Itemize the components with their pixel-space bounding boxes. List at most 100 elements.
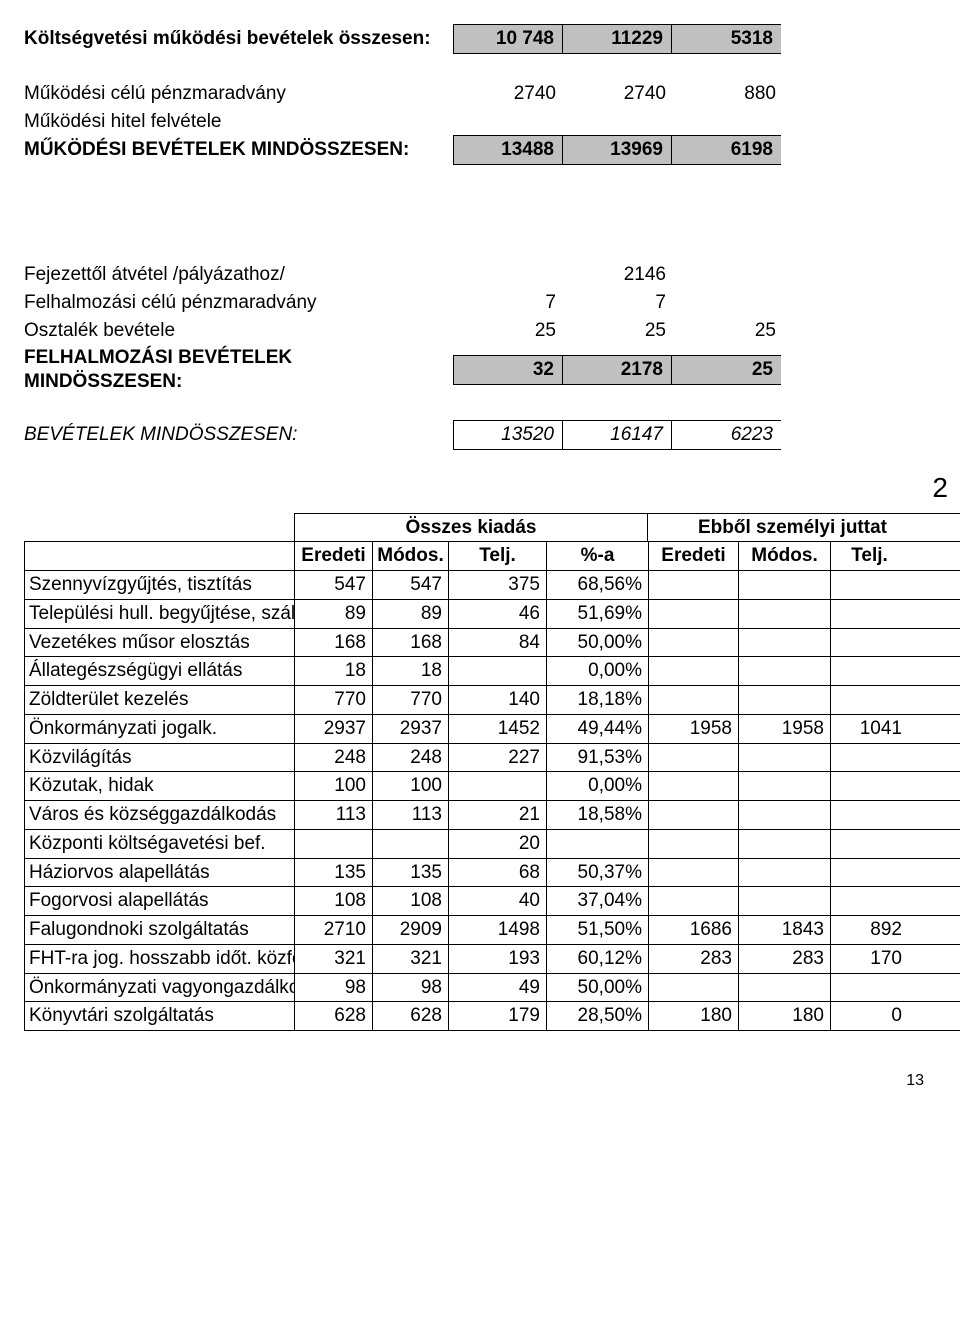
value-cell [648, 744, 738, 772]
value-cell: 2178 [562, 355, 672, 385]
value-cell [648, 887, 738, 915]
table-row: Közvilágítás24824822791,53% [24, 744, 960, 773]
value-cell [648, 772, 738, 800]
row-label: FELHALMOZÁSI BEVÉTELEK MINDÖSSZESEN: [24, 344, 454, 396]
value-cell: 100 [294, 772, 372, 800]
value-cell: 21 [448, 801, 546, 829]
row-label: Költségvetési működési bevételek összese… [24, 25, 454, 53]
table-row: Állategészségügyi ellátás18180,00% [24, 657, 960, 686]
value-cell: 892 [830, 916, 908, 944]
value-cell: 135 [372, 859, 448, 887]
value-cell: 13969 [562, 135, 672, 165]
value-cell [648, 657, 738, 685]
value-cell [674, 54, 784, 80]
value-cell [454, 108, 564, 134]
value-cell [830, 772, 908, 800]
value-cell: 2710 [294, 916, 372, 944]
table-row: FHT-ra jog. hosszabb időt. közfogl.32132… [24, 945, 960, 974]
tbl2-body: Szennyvízgyűjtés, tisztítás54754737568,5… [24, 571, 960, 1031]
value-cell: 28,50% [546, 1002, 648, 1030]
value-cell: 49,44% [546, 715, 648, 743]
value-cell: 628 [294, 1002, 372, 1030]
value-cell: 2740 [454, 80, 564, 108]
value-cell: 170 [830, 945, 908, 973]
value-cell: 37,04% [546, 887, 648, 915]
value-cell: 60,12% [546, 945, 648, 973]
value-cell: 193 [448, 945, 546, 973]
value-cell: 32 [453, 355, 563, 385]
value-cell: 321 [372, 945, 448, 973]
value-cell: 2146 [564, 261, 674, 289]
value-cell [830, 859, 908, 887]
spacer [24, 396, 960, 420]
value-cell [830, 686, 908, 714]
table-row: Önkormányzati jogalk.29372937145249,44%1… [24, 715, 960, 744]
table-row: Háziorvos alapellátás1351356850,37% [24, 859, 960, 888]
value-cell [564, 108, 674, 134]
row-label: FHT-ra jog. hosszabb időt. közfogl. [24, 945, 294, 973]
summary-row: MŰKÖDÉSI BEVÉTELEK MINDÖSSZESEN:13488139… [24, 135, 960, 165]
value-cell: 16147 [562, 420, 672, 450]
row-label: Háziorvos alapellátás [24, 859, 294, 887]
spacer [24, 213, 960, 261]
row-label: Közutak, hidak [24, 772, 294, 800]
table-row: Könyvtári szolgáltatás62862817928,50%180… [24, 1002, 960, 1031]
table-row: Város és községgazdálkodás1131132118,58% [24, 801, 960, 830]
value-cell: 113 [294, 801, 372, 829]
row-label: Zöldterület kezelés [24, 686, 294, 714]
value-cell [674, 290, 784, 316]
value-cell: 50,00% [546, 629, 648, 657]
summary-row: FELHALMOZÁSI BEVÉTELEK MINDÖSSZESEN:3221… [24, 344, 960, 396]
top-summary-table: Költségvetési működési bevételek összese… [24, 24, 960, 450]
row-label: Fejezettől átvétel /pályázathoz/ [24, 261, 454, 289]
col-header: Telj. [830, 542, 908, 570]
value-cell [648, 801, 738, 829]
value-cell [830, 600, 908, 628]
table-row: Fogorvosi alapellátás1081084037,04% [24, 887, 960, 916]
value-cell: 51,50% [546, 916, 648, 944]
summary-row [24, 54, 960, 80]
value-cell: 11229 [562, 24, 672, 54]
table-row: Zöldterület kezelés77077014018,18% [24, 686, 960, 715]
value-cell: 6223 [671, 420, 781, 450]
value-cell [294, 830, 372, 858]
group-header-osszes: Összes kiadás [294, 513, 648, 542]
value-cell: 1498 [448, 916, 546, 944]
value-cell: 50,00% [546, 974, 648, 1002]
value-cell: 180 [648, 1002, 738, 1030]
value-cell: 0,00% [546, 657, 648, 685]
row-label: Állategészségügyi ellátás [24, 657, 294, 685]
group-header-szemelyi: Ebből személyi juttat [647, 513, 960, 542]
value-cell: 108 [294, 887, 372, 915]
value-cell: 10 748 [453, 24, 563, 54]
summary-row: Működési hitel felvétele [24, 108, 960, 136]
value-cell: 770 [372, 686, 448, 714]
value-cell: 2909 [372, 916, 448, 944]
col-header: Módos. [738, 542, 830, 570]
value-cell: 7 [454, 289, 564, 317]
value-cell: 880 [674, 80, 784, 108]
value-cell [830, 974, 908, 1002]
value-cell: 227 [448, 744, 546, 772]
value-cell [830, 887, 908, 915]
value-cell [648, 571, 738, 599]
value-cell: 18,18% [546, 686, 648, 714]
value-cell [448, 772, 546, 800]
value-cell [648, 686, 738, 714]
value-cell [648, 974, 738, 1002]
row-label: Közvilágítás [24, 744, 294, 772]
tbl2-group-header-row: Összes kiadás Ebből személyi juttat [24, 513, 960, 542]
value-cell: 108 [372, 887, 448, 915]
col-header: Eredeti [294, 542, 372, 570]
value-cell: 135 [294, 859, 372, 887]
value-cell [830, 830, 908, 858]
row-label: Fogorvosi alapellátás [24, 887, 294, 915]
col-header: Telj. [448, 542, 546, 570]
value-cell: 68 [448, 859, 546, 887]
value-cell: 25 [674, 317, 784, 345]
row-label: Város és községgazdálkodás [24, 801, 294, 829]
value-cell [738, 887, 830, 915]
value-cell: 50,37% [546, 859, 648, 887]
value-cell: 89 [372, 600, 448, 628]
value-cell: 140 [448, 686, 546, 714]
